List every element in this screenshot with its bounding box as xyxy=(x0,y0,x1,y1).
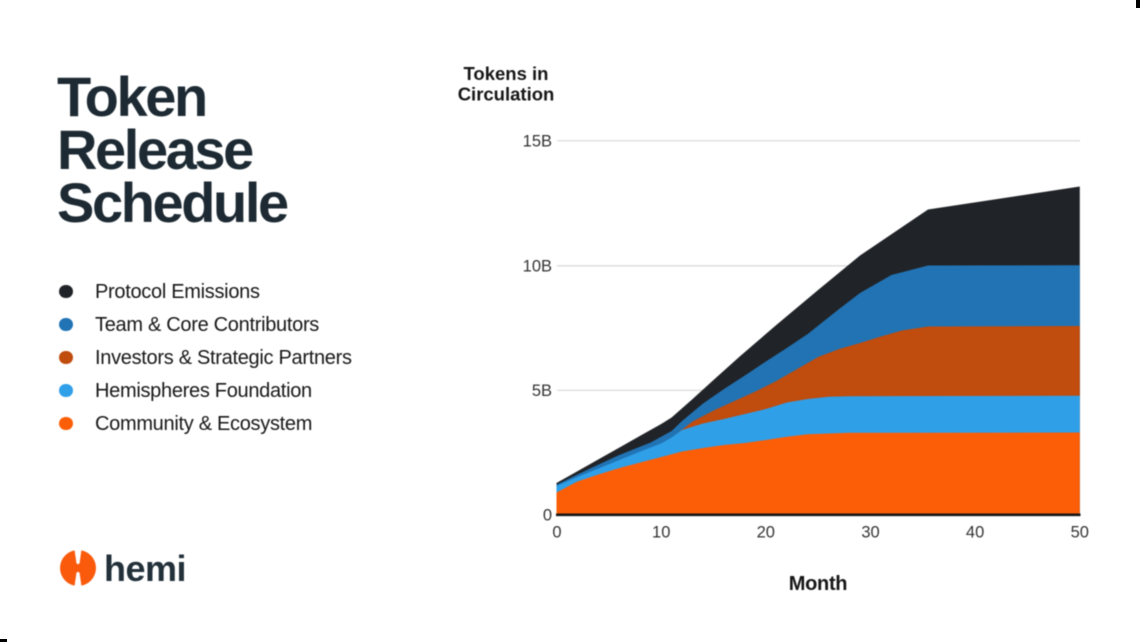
svg-text:20: 20 xyxy=(757,524,775,542)
svg-text:15B: 15B xyxy=(523,133,552,151)
svg-text:40: 40 xyxy=(966,524,984,542)
svg-text:50: 50 xyxy=(1071,524,1089,542)
svg-text:0: 0 xyxy=(552,524,561,542)
svg-text:5B: 5B xyxy=(532,382,552,400)
svg-text:Month: Month xyxy=(789,573,847,595)
svg-text:0: 0 xyxy=(543,507,552,525)
svg-text:10B: 10B xyxy=(523,258,552,276)
svg-text:Tokens in: Tokens in xyxy=(464,63,549,84)
svg-text:Circulation: Circulation xyxy=(458,84,555,105)
svg-text:10: 10 xyxy=(652,524,670,542)
svg-text:30: 30 xyxy=(861,524,879,542)
